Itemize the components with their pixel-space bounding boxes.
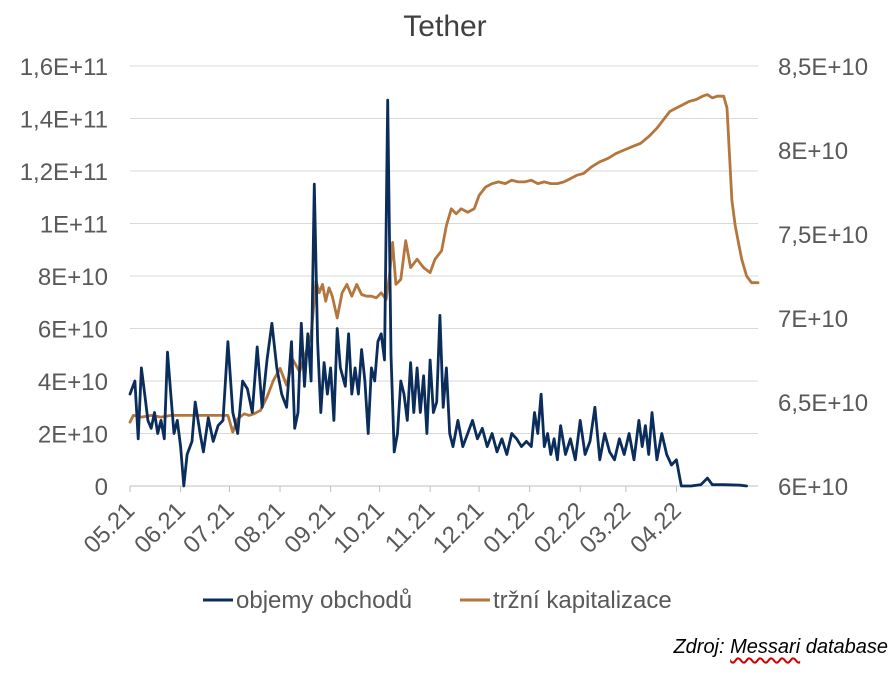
series-line-market-cap bbox=[128, 93, 760, 434]
source-prefix: Zdroj: bbox=[673, 636, 731, 658]
x-tick-label: 07.21 bbox=[178, 497, 240, 559]
x-tick-label: 09.21 bbox=[279, 497, 341, 559]
y-left-tick-label: 1E+11 bbox=[40, 212, 108, 239]
source-note: Zdroj: Messari database bbox=[673, 636, 888, 659]
x-tick-label: 11.21 bbox=[380, 497, 440, 557]
y-right-tick-label: 6,5E+10 bbox=[778, 390, 868, 417]
y-left-tick-label: 4E+10 bbox=[38, 369, 108, 396]
y-right-tick-label: 8E+10 bbox=[778, 138, 848, 165]
chart-title: Tether bbox=[403, 10, 486, 43]
x-tick-label: 04.22 bbox=[625, 497, 687, 559]
x-tick-label: 06.21 bbox=[129, 497, 191, 559]
grid bbox=[130, 65, 758, 487]
legend-label: tržní kapitalizace bbox=[493, 587, 672, 614]
y-left-tick-label: 2E+10 bbox=[38, 422, 108, 449]
source-name: Messari bbox=[730, 636, 801, 658]
y-right-tick-label: 6E+10 bbox=[778, 474, 848, 501]
y-left-tick-label: 0 bbox=[95, 474, 108, 501]
source-suffix: database bbox=[800, 636, 888, 658]
series-line-volume bbox=[128, 98, 748, 488]
y-left-tick-label: 1,2E+11 bbox=[20, 159, 108, 186]
y-left-tick-label: 6E+10 bbox=[38, 317, 108, 344]
x-tick-label: 03.22 bbox=[575, 497, 637, 559]
x-tick-label: 05.21 bbox=[79, 497, 141, 559]
y-left-tick-label: 1,6E+11 bbox=[20, 54, 108, 81]
x-tick-label: 01.22 bbox=[478, 497, 540, 559]
x-tick-label: 10.21 bbox=[328, 497, 390, 559]
x-tick-label: 02.22 bbox=[529, 497, 591, 559]
legend-label: objemy obchodů bbox=[236, 587, 412, 614]
y-right-tick-label: 7E+10 bbox=[778, 306, 848, 333]
x-tick-label: 12.21 bbox=[428, 497, 490, 559]
legend: objemy obchodů tržní kapitalizace bbox=[203, 587, 672, 614]
y-left-tick-label: 8E+10 bbox=[38, 264, 108, 291]
y-right-tick-label: 7,5E+10 bbox=[778, 222, 868, 249]
y-axis-left: 0 2E+10 4E+10 6E+10 8E+10 1E+11 1,2E+11 1,4E+11… bbox=[20, 54, 108, 501]
y-axis-right: 6E+10 6,5E+10 7E+10 7,5E+10 8E+10 8,5E+10 bbox=[778, 54, 868, 501]
x-tick-label: 08.21 bbox=[229, 497, 291, 559]
y-right-tick-label: 8,5E+10 bbox=[778, 54, 868, 81]
x-axis: 05.2106.2107.2108.2109.2110.2111.2112.21… bbox=[79, 485, 758, 559]
series-layer bbox=[128, 93, 760, 488]
y-left-tick-label: 1,4E+11 bbox=[20, 107, 108, 134]
